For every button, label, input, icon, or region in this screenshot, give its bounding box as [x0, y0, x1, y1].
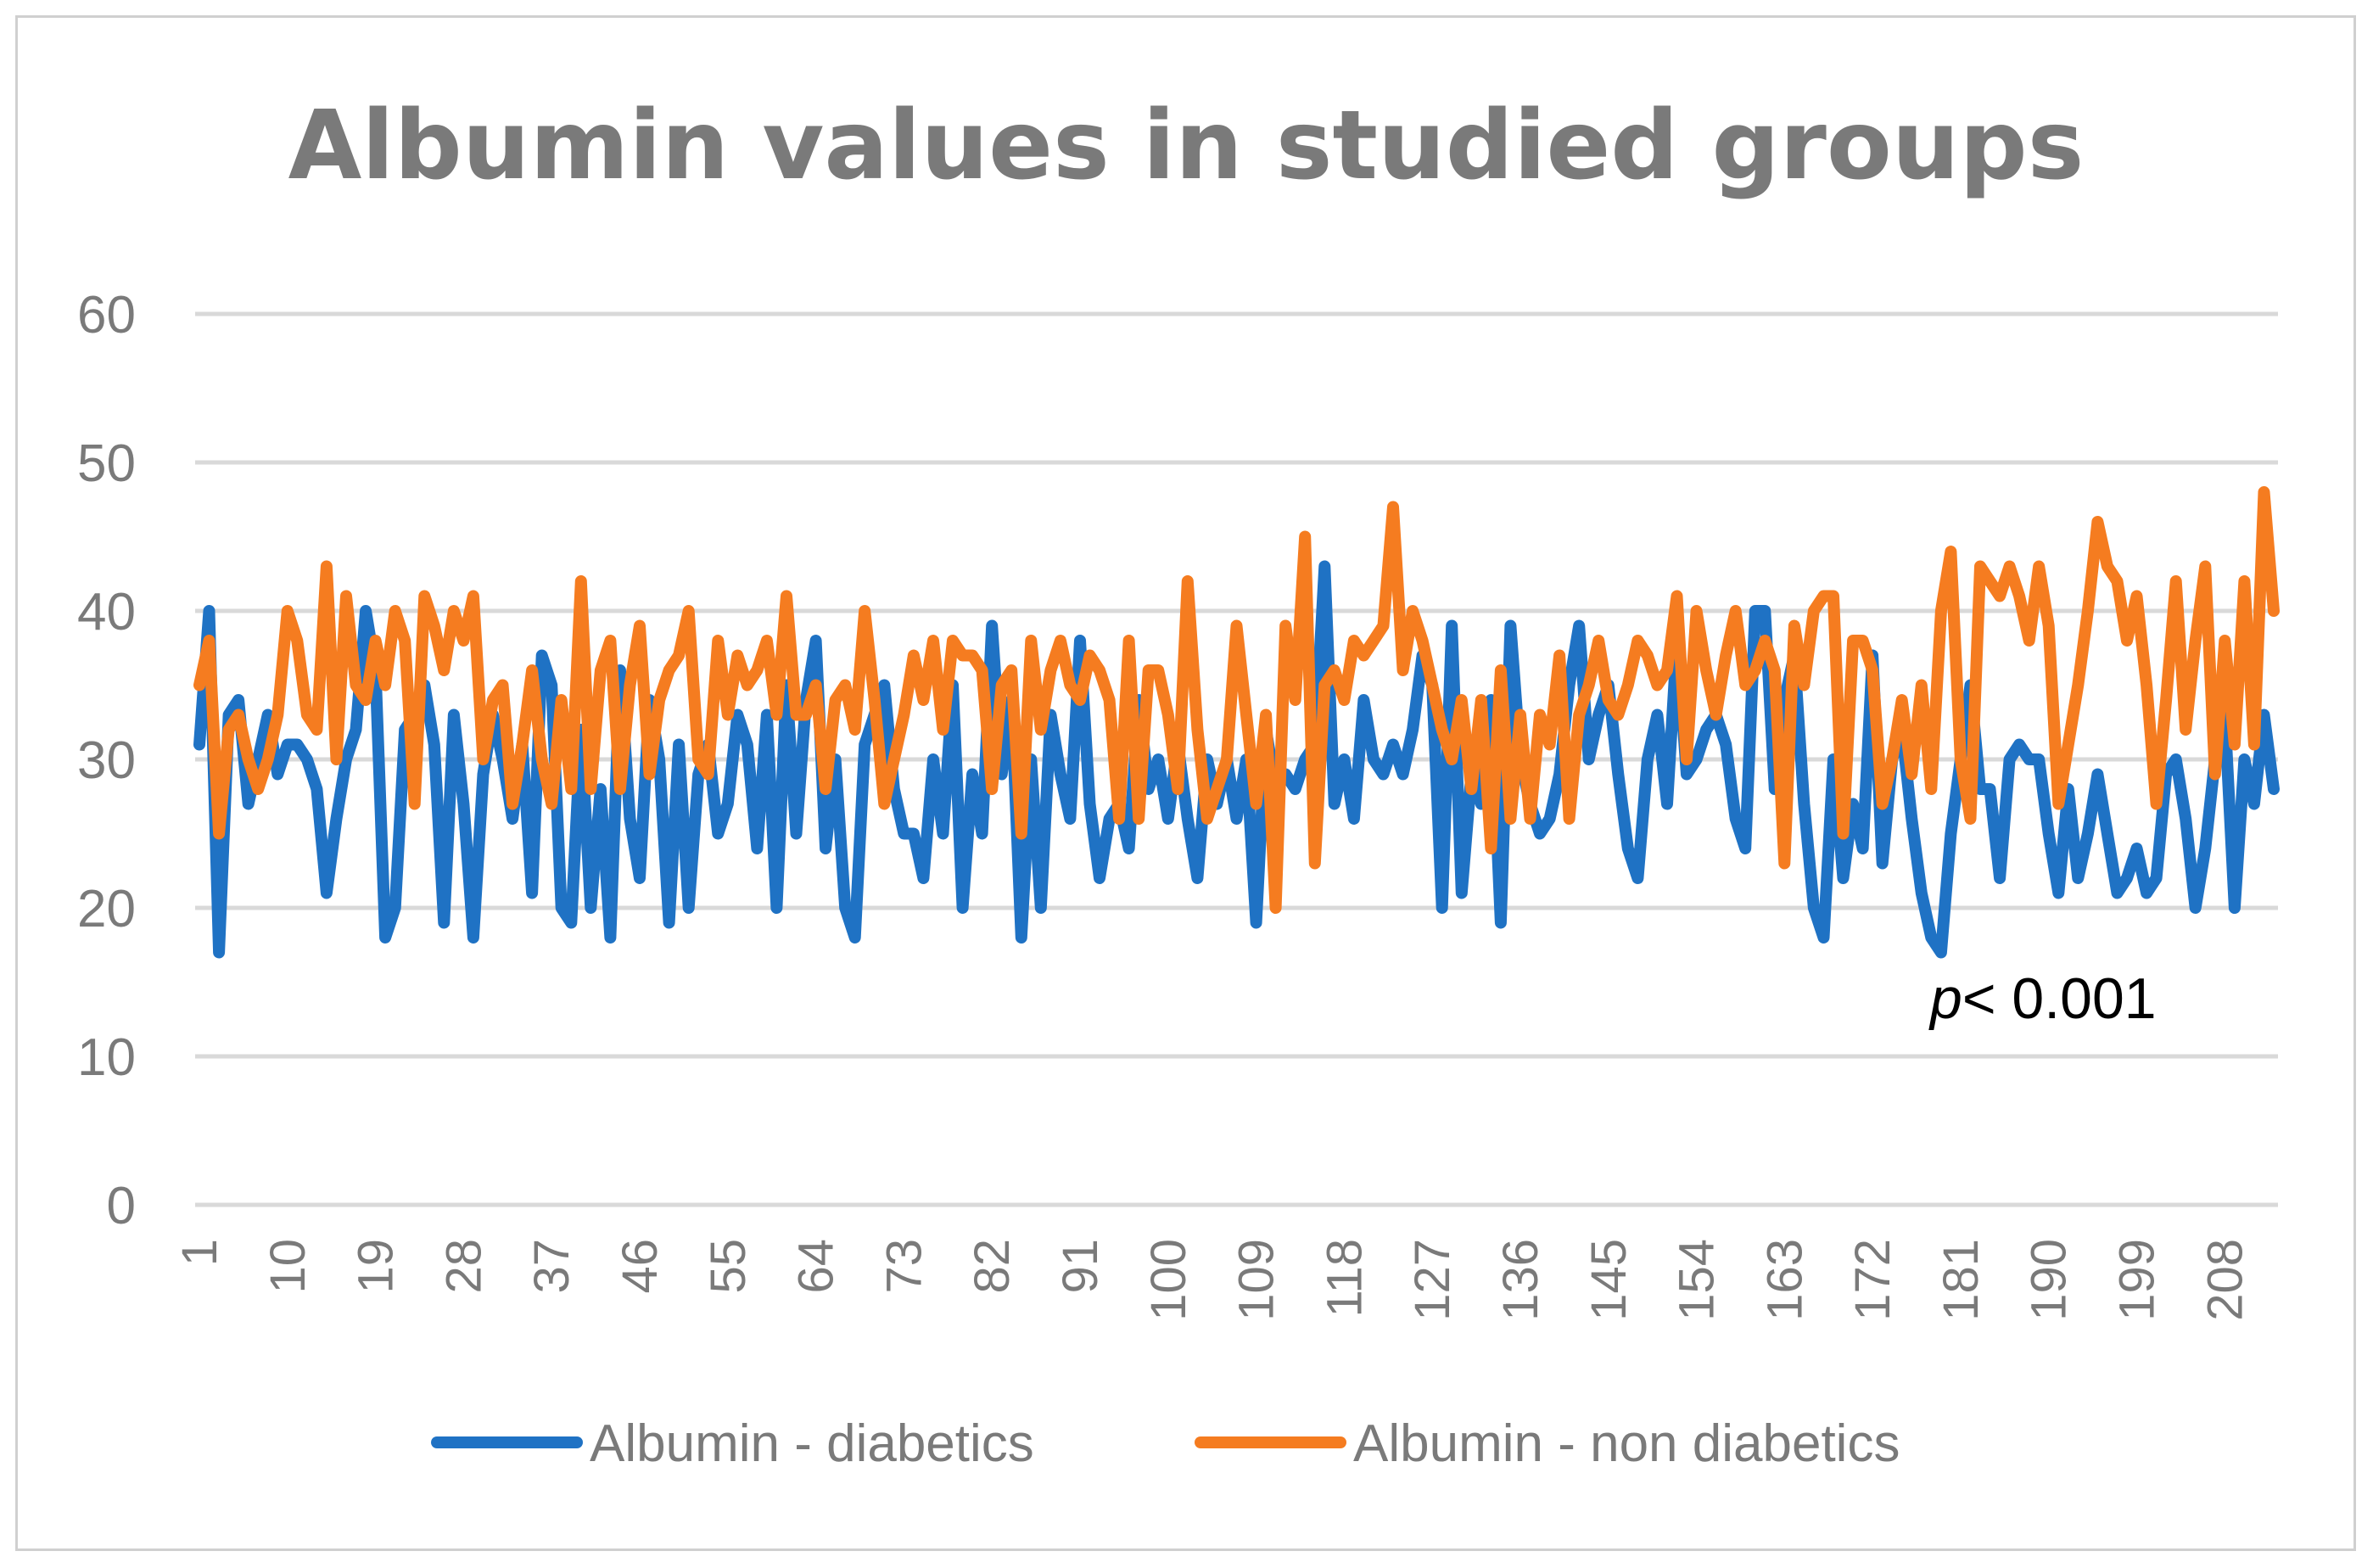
y-tick-label: 30: [77, 731, 136, 790]
x-tick-label: 172: [1845, 1239, 1900, 1321]
x-tick-label: 37: [524, 1239, 579, 1294]
x-tick-label: 181: [1934, 1239, 1989, 1321]
x-tick-label: 145: [1581, 1239, 1637, 1321]
x-tick-label: 208: [2197, 1239, 2253, 1321]
x-tick-label: 118: [1317, 1239, 1372, 1317]
x-tick-label: 199: [2110, 1239, 2165, 1321]
x-tick-label: 136: [1493, 1239, 1548, 1321]
x-tick-label: 163: [1757, 1239, 1812, 1321]
x-tick-label: 1: [172, 1239, 227, 1266]
legend: Albumin - diabetics Albumin - non diabeti…: [431, 1414, 1900, 1473]
x-tick-label: 190: [2022, 1239, 2077, 1321]
series-line-diabetics: [193, 560, 2280, 959]
p-symbol: p: [1928, 966, 1962, 1031]
x-tick-label: 19: [349, 1239, 404, 1294]
x-tick-label: 100: [1141, 1239, 1196, 1321]
y-tick-label: 20: [77, 880, 136, 938]
x-tick-label: 154: [1670, 1239, 1725, 1321]
x-tick-label: 91: [1053, 1239, 1108, 1294]
y-axis-ticks: 0 10 20 30 40 50 60: [77, 286, 136, 1235]
legend-label: Albumin - diabetics: [590, 1414, 1034, 1473]
y-tick-label: 10: [77, 1028, 136, 1087]
chart-title: Albumin values in studied groups: [288, 91, 2085, 201]
x-tick-label: 28: [436, 1239, 491, 1294]
legend-label: Albumin - non diabetics: [1353, 1414, 1900, 1473]
x-tick-label: 73: [876, 1239, 932, 1294]
y-tick-label: 40: [77, 583, 136, 641]
x-tick-label: 82: [965, 1239, 1020, 1294]
x-tick-label: 46: [613, 1239, 668, 1294]
x-tick-label: 55: [701, 1239, 756, 1294]
x-tick-label: 10: [260, 1239, 316, 1294]
y-tick-label: 0: [107, 1177, 136, 1235]
p-value-text: < 0.001: [1962, 966, 2157, 1031]
x-axis-ticks: 1 10 19 28 37 46 55 64 73 82 91 100 109 118 127 136 145 1…: [172, 1239, 2253, 1321]
y-tick-label: 60: [77, 286, 136, 344]
gridlines: [195, 311, 2278, 1207]
x-tick-label: 109: [1229, 1239, 1284, 1321]
x-tick-label: 127: [1405, 1239, 1460, 1321]
y-tick-label: 50: [77, 434, 136, 493]
x-tick-label: 64: [789, 1239, 844, 1294]
p-value-annotation: p< 0.001: [1928, 966, 2157, 1031]
series-lines: [193, 486, 2280, 959]
series-line-non-diabetics: [193, 486, 2280, 914]
